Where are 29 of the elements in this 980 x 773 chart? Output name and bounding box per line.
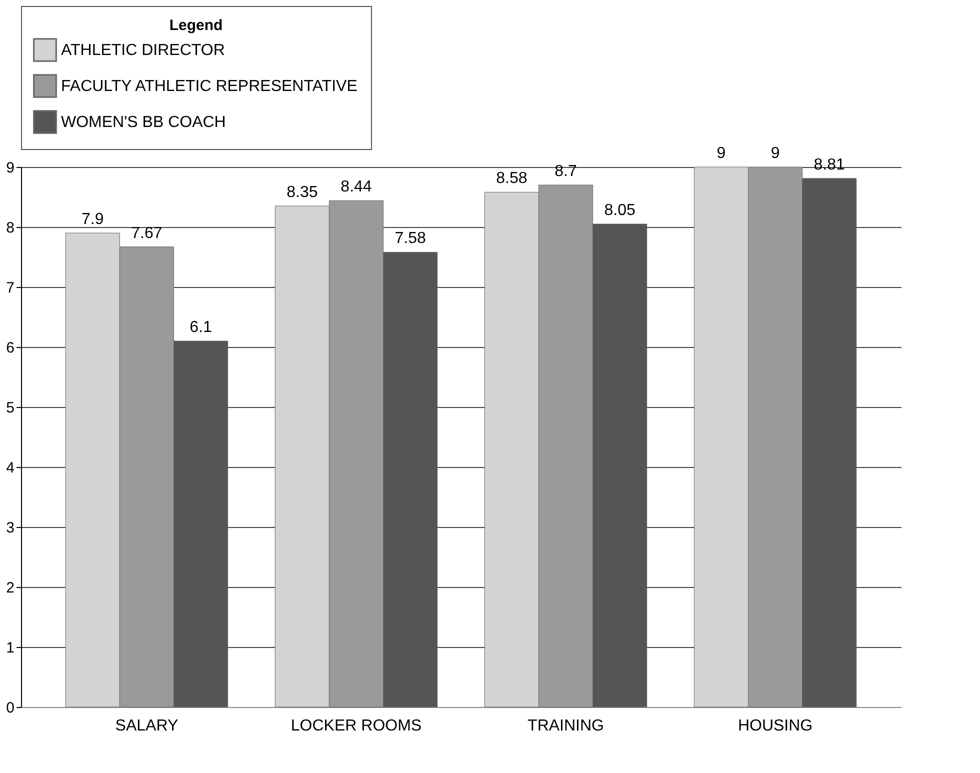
data-label: 7.9	[82, 211, 104, 228]
data-label: 9	[716, 145, 726, 162]
y-tick-label: 0	[6, 700, 14, 716]
legend-label: FACULTY ATHLETIC REPRESENTATIVE	[61, 78, 358, 95]
y-tick-label: 9	[6, 160, 14, 176]
y-tick-label: 6	[6, 340, 14, 356]
data-label: 8.44	[340, 178, 372, 196]
data-label: 8.05	[604, 202, 636, 219]
data-label: 7.58	[394, 230, 426, 248]
y-tick-label: 1	[6, 640, 14, 656]
y-tick-label: 4	[6, 460, 14, 476]
y-tick-label: 7	[6, 280, 14, 296]
data-label: 8.7	[554, 163, 577, 180]
legend-title: Legend	[169, 17, 223, 34]
y-tick-label: 8	[6, 220, 14, 236]
legend-label: WOMEN'S BB COACH	[61, 114, 226, 131]
x-tick-label: TRAINING	[528, 718, 604, 734]
y-tick-label: 3	[6, 520, 14, 536]
x-tick-label: HOUSING	[738, 718, 813, 734]
data-label: 7.67	[131, 224, 162, 242]
data-label: 8.35	[286, 184, 318, 201]
data-label: 6.1	[190, 319, 212, 336]
y-tick-label: 2	[6, 580, 14, 596]
y-tick-label: 5	[6, 400, 14, 416]
legend-label: ATHLETIC DIRECTOR	[61, 42, 225, 59]
x-tick-label: SALARY	[115, 718, 178, 734]
data-label: 8.58	[496, 170, 528, 188]
data-label: 9	[770, 145, 780, 162]
x-tick-label: LOCKER ROOMS	[290, 718, 422, 734]
